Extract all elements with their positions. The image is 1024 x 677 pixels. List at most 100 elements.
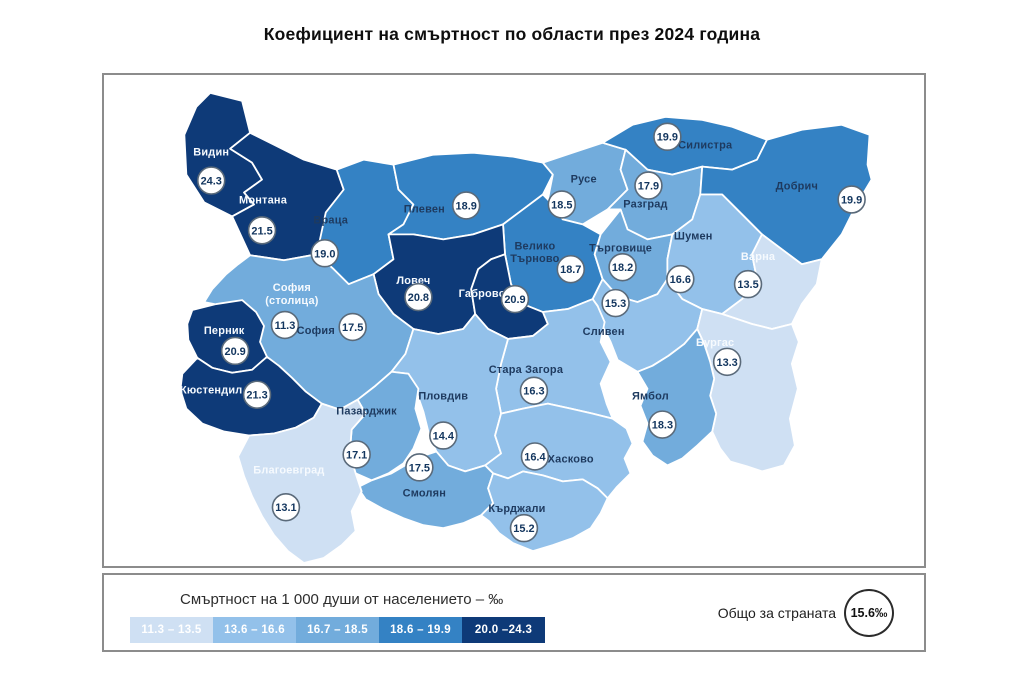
region-value-sofia-city: 11.3 bbox=[275, 320, 296, 332]
region-value-burgas: 13.3 bbox=[716, 357, 737, 369]
country-total-label: Общо за страната bbox=[717, 604, 836, 621]
region-value-plovdiv: 14.4 bbox=[433, 431, 455, 443]
region-value-stara-zagora: 16.3 bbox=[523, 386, 544, 398]
region-value-gabrovo: 20.9 bbox=[504, 294, 525, 306]
region-label-haskovo: Хасково bbox=[548, 453, 594, 465]
region-label-burgas: Бургас bbox=[696, 337, 734, 349]
region-value-pazardzhik: 17.1 bbox=[346, 449, 367, 461]
region-value-sliven: 15.3 bbox=[605, 298, 626, 310]
region-value-silistra: 19.9 bbox=[657, 132, 678, 144]
value-badge-varna: 13.5 bbox=[733, 269, 763, 299]
country-total-circle: 15.6‰ bbox=[844, 588, 894, 637]
value-badge-pleven: 18.9 bbox=[451, 191, 481, 220]
region-label-veliko-tarnovo: Велико Търново bbox=[510, 240, 559, 265]
region-value-montana: 21.5 bbox=[251, 225, 272, 237]
region-label-smolyan: Смолян bbox=[403, 487, 446, 499]
value-badge-haskovo: 16.4 bbox=[520, 442, 550, 471]
legend-bin-3: 16.7 – 18.5 bbox=[296, 617, 379, 643]
region-label-pleven: Плевен bbox=[404, 203, 445, 215]
page-title: Коефициент на смъртност по области през … bbox=[263, 24, 761, 44]
value-badge-targovishte: 18.2 bbox=[608, 252, 637, 282]
region-label-pernik: Перник bbox=[204, 325, 245, 337]
country-total-value: 15.6‰ bbox=[850, 605, 888, 620]
region-value-veliko-tarnovo: 18.7 bbox=[560, 264, 581, 276]
map-panel: Видин 24.3 Монтана 21.5 Враца 19.0 Плевен 18.9 Р… bbox=[102, 73, 926, 568]
value-badge-sofia: 17.5 bbox=[338, 312, 367, 342]
legend-bin-1: 11.3 – 13.5 bbox=[130, 617, 213, 643]
value-badge-ruse: 18.5 bbox=[547, 190, 577, 219]
region-value-dobrich: 19.9 bbox=[841, 194, 862, 206]
legend-bin-2: 13.6 – 16.6 bbox=[213, 617, 296, 643]
region-value-varna: 13.5 bbox=[737, 279, 758, 291]
region-label-shumen: Шумен bbox=[674, 230, 713, 242]
region-value-vidin: 24.3 bbox=[201, 176, 222, 188]
region-blagoevgrad bbox=[237, 398, 367, 564]
region-label-montana: Монтана bbox=[239, 194, 288, 206]
value-badge-silistra: 19.9 bbox=[653, 122, 682, 151]
bulgaria-map: Видин 24.3 Монтана 21.5 Враца 19.0 Плевен 18.9 Р… bbox=[179, 92, 873, 564]
region-label-pazardzhik: Пазарджик bbox=[336, 406, 397, 418]
region-label-dobrich: Добрич bbox=[776, 181, 818, 193]
region-burgas bbox=[696, 308, 800, 473]
region-value-smolyan: 17.5 bbox=[409, 462, 430, 474]
value-badge-plovdiv: 14.4 bbox=[429, 421, 458, 450]
region-label-stara-zagora: Стара Загора bbox=[489, 364, 564, 376]
region-label-ruse: Русе bbox=[571, 174, 597, 186]
region-label-blagoevgrad: Благоевград bbox=[253, 464, 324, 476]
region-value-kardzhali: 15.2 bbox=[513, 523, 534, 535]
value-badge-kyustendil: 21.3 bbox=[242, 380, 272, 409]
value-badge-sliven: 15.3 bbox=[601, 288, 630, 318]
region-value-vratsa: 19.0 bbox=[314, 248, 335, 260]
region-value-haskovo: 16.4 bbox=[524, 451, 546, 463]
region-value-sofia: 17.5 bbox=[342, 322, 363, 334]
region-label-kyustendil: Кюстендил bbox=[180, 385, 242, 397]
region-label-vidin: Видин bbox=[193, 147, 229, 159]
region-value-kyustendil: 21.3 bbox=[246, 390, 267, 402]
value-badge-montana: 21.5 bbox=[247, 216, 277, 245]
value-badge-veliko-tarnovo: 18.7 bbox=[556, 254, 586, 284]
value-badge-razgrad: 17.9 bbox=[634, 171, 663, 200]
value-badge-stara-zagora: 16.3 bbox=[519, 376, 549, 405]
legend-title: Смъртност на 1 000 души от населението –… bbox=[180, 591, 504, 608]
region-value-yambol: 18.3 bbox=[652, 420, 673, 432]
region-label-sofia: София bbox=[297, 325, 335, 337]
value-badge-blagoevgrad: 13.1 bbox=[271, 492, 301, 522]
region-label-vratsa: Враца bbox=[313, 214, 348, 226]
legend-bin-4: 18.6 – 19.9 bbox=[379, 617, 462, 643]
legend-bin-5: 20.0 –24.3 bbox=[462, 617, 545, 643]
region-value-shumen: 16.6 bbox=[670, 274, 691, 286]
region-value-pleven: 18.9 bbox=[456, 200, 477, 212]
value-badge-dobrich: 19.9 bbox=[837, 185, 866, 214]
region-label-kardzhali: Кърджали bbox=[488, 503, 545, 515]
region-value-pernik: 20.9 bbox=[224, 346, 245, 358]
value-badge-yambol: 18.3 bbox=[648, 410, 677, 439]
value-badge-burgas: 13.3 bbox=[712, 347, 742, 377]
region-label-sofia-city: София (столица) bbox=[265, 282, 319, 307]
value-badge-shumen: 16.6 bbox=[666, 264, 695, 294]
value-badge-gabrovo: 20.9 bbox=[500, 284, 530, 314]
region-value-blagoevgrad: 13.1 bbox=[275, 502, 296, 514]
region-value-targovishte: 18.2 bbox=[612, 262, 633, 274]
legend-bins: 11.3 – 13.5 13.6 – 16.6 16.7 – 18.5 18.6 – … bbox=[130, 617, 545, 643]
value-badge-pernik: 20.9 bbox=[220, 336, 250, 366]
value-badge-smolyan: 17.5 bbox=[405, 453, 434, 482]
region-label-targovishte: Търговище bbox=[589, 242, 652, 254]
value-badge-lovech: 20.8 bbox=[404, 282, 433, 312]
region-label-sliven: Сливен bbox=[583, 326, 625, 338]
region-value-razgrad: 17.9 bbox=[638, 181, 659, 193]
legend-panel: Смъртност на 1 000 души от населението –… bbox=[102, 573, 926, 652]
region-label-plovdiv: Пловдив bbox=[418, 391, 468, 403]
region-label-silistra: Силистра bbox=[678, 140, 733, 152]
region-value-ruse: 18.5 bbox=[551, 199, 572, 211]
value-badge-vidin: 24.3 bbox=[196, 166, 226, 195]
value-badge-sofia-city: 11.3 bbox=[270, 310, 300, 340]
value-badge-kardzhali: 15.2 bbox=[509, 513, 539, 543]
region-value-lovech: 20.8 bbox=[408, 292, 429, 304]
region-label-yambol: Ямбол bbox=[632, 391, 669, 403]
value-badge-pazardzhik: 17.1 bbox=[342, 440, 371, 469]
value-badge-vratsa: 19.0 bbox=[310, 239, 340, 268]
region-label-varna: Варна bbox=[741, 251, 776, 263]
legend-total: Общо за страната 15.6‰ bbox=[718, 575, 894, 650]
region-label-gabrovo: Габрово bbox=[459, 288, 506, 300]
